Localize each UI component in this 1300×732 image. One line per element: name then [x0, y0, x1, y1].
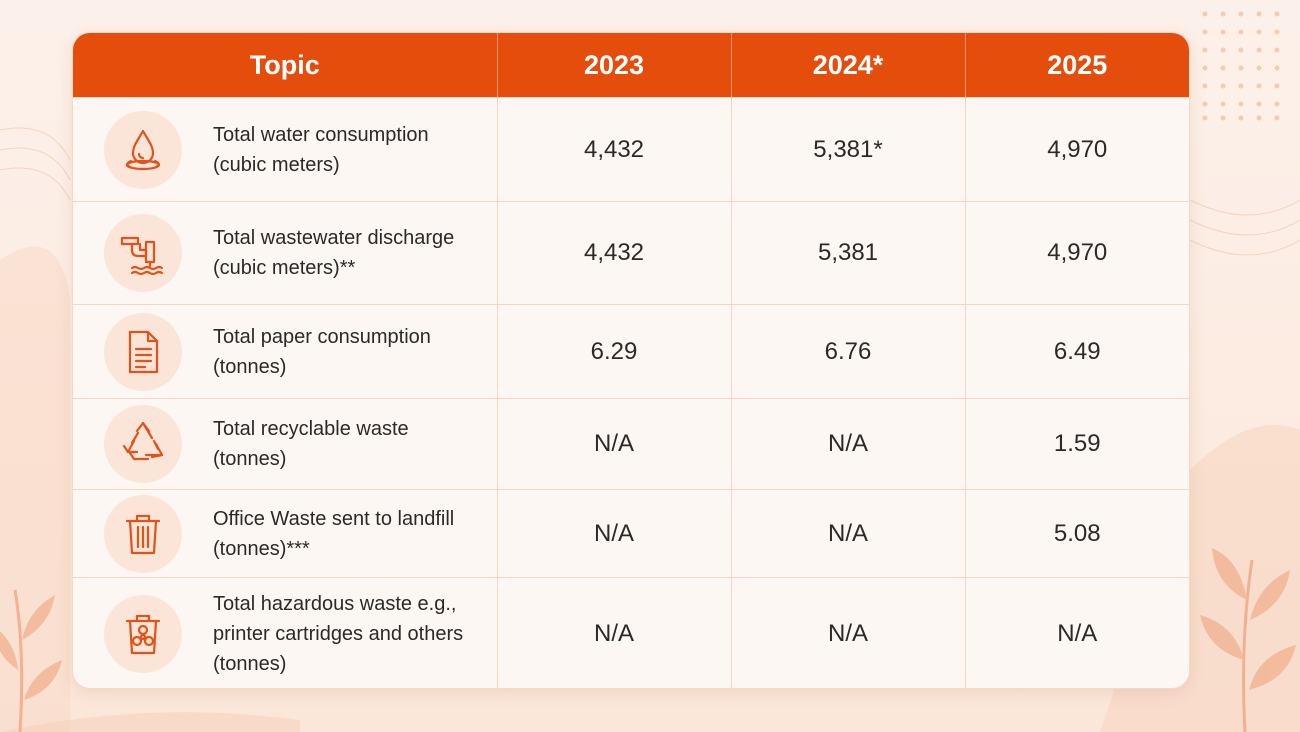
hazardous-bin-icon	[104, 594, 182, 673]
topic-line: printer cartridges and others	[213, 622, 464, 645]
table-row: Office Waste sent to landfill (tonnes)**…	[73, 489, 1189, 578]
table-row: Total wastewater discharge (cubic meters…	[73, 201, 1189, 305]
value-2025: 6.49	[965, 304, 1189, 399]
recycle-icon	[104, 405, 182, 483]
value-2025: N/A	[965, 577, 1189, 688]
topic-cell: Total paper consumption (tonnes)	[73, 304, 498, 399]
value-2024: N/A	[731, 398, 966, 490]
topic-line: Total paper consumption	[213, 325, 431, 348]
value-2023: N/A	[497, 398, 732, 490]
dot-grid	[1202, 11, 1280, 121]
topic-line: Total hazardous waste e.g.,	[213, 592, 457, 615]
data-table-card: Topic 2023 2024* 2025	[72, 32, 1190, 689]
table-row: Total water consumption (cubic meters) 4…	[73, 97, 1189, 202]
trash-bin-icon	[104, 494, 182, 573]
topic-cell: Office Waste sent to landfill (tonnes)**…	[73, 489, 498, 578]
value-2024: 5,381	[731, 201, 966, 305]
value-2023: 4,432	[497, 97, 732, 202]
value-2025: 4,970	[965, 97, 1189, 202]
topic-line: Total recyclable waste	[213, 418, 409, 440]
value-2024: 6.76	[731, 304, 966, 399]
value-2024: N/A	[731, 577, 966, 688]
value-2025: 4,970	[965, 201, 1189, 305]
table-header-row: Topic 2023 2024* 2025	[73, 33, 1189, 98]
topic-line: (tonnes)	[213, 448, 287, 470]
topic-line: (cubic meters)**	[213, 257, 356, 279]
value-2023: 6.29	[497, 304, 732, 399]
value-2024: N/A	[731, 489, 966, 578]
table-row: Total recyclable waste (tonnes) N/A N/A …	[73, 398, 1189, 490]
header-2025: 2025	[965, 33, 1189, 98]
table-row: Total paper consumption (tonnes) 6.29 6.…	[73, 304, 1189, 399]
topic-line: (tonnes)	[213, 355, 287, 378]
pipe-discharge-icon	[104, 214, 182, 292]
header-2023: 2023	[497, 33, 732, 98]
topic-line: (cubic meters)	[213, 153, 340, 176]
topic-line: Total wastewater discharge	[213, 227, 455, 249]
document-icon	[104, 312, 182, 391]
topic-cell: Total water consumption (cubic meters)	[73, 97, 498, 202]
table-row: Total hazardous waste e.g., printer cart…	[73, 577, 1189, 688]
header-2024: 2024*	[731, 33, 966, 98]
topic-line: Office Waste sent to landfill	[213, 507, 455, 530]
environment-data-table: Topic 2023 2024* 2025	[73, 33, 1189, 688]
header-topic: Topic	[73, 33, 498, 98]
topic-cell: Total hazardous waste e.g., printer cart…	[73, 577, 498, 688]
water-drop-icon	[104, 110, 182, 189]
topic-line: Total water consumption	[213, 123, 429, 146]
value-2023: N/A	[497, 577, 732, 688]
value-2023: 4,432	[497, 201, 732, 305]
topic-cell: Total wastewater discharge (cubic meters…	[73, 201, 498, 305]
value-2025: 5.08	[965, 489, 1189, 578]
value-2023: N/A	[497, 489, 732, 578]
value-2024: 5,381*	[731, 97, 966, 202]
value-2025: 1.59	[965, 398, 1189, 490]
topic-line: (tonnes)	[213, 652, 287, 675]
topic-line: (tonnes)***	[213, 537, 310, 560]
topic-cell: Total recyclable waste (tonnes)	[73, 398, 498, 490]
